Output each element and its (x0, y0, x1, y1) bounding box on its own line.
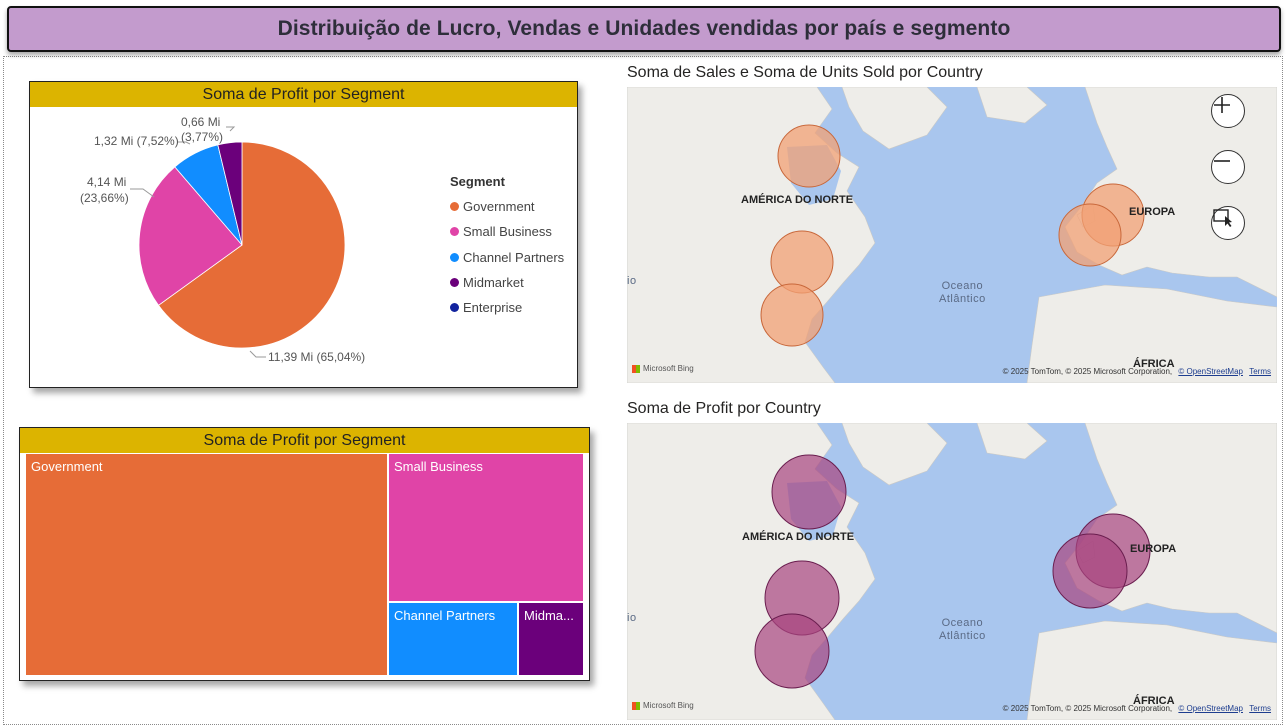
label-edge-text: io (627, 612, 637, 624)
treemap-area: Government Small Business Channel Partne… (26, 454, 583, 675)
map1-basemap (627, 87, 1277, 383)
terms-link[interactable]: Terms (1249, 367, 1271, 376)
treemap-tile-midmarket[interactable]: Midma... (519, 603, 583, 675)
legend-item-midmarket[interactable]: Midmarket (450, 270, 564, 295)
copyright-text: © 2025 TomTom, © 2025 Microsoft Corporat… (1002, 367, 1173, 376)
legend-item-small-business[interactable]: Small Business (450, 219, 564, 244)
legend-dot-midmarket (450, 278, 459, 288)
treemap-tile-small-business[interactable]: Small Business (389, 454, 583, 601)
legend-label: Channel Partners (463, 249, 565, 265)
label-africa: ÁFRICA (1133, 358, 1175, 370)
report-title-bar: Distribuição de Lucro, Vendas e Unidades… (7, 6, 1281, 52)
label-north-america: AMÉRICA DO NORTE (742, 531, 855, 543)
label-europe: EUROPA (1129, 206, 1176, 218)
map-bubble-mexico[interactable] (754, 613, 830, 689)
plus-icon (1214, 97, 1230, 113)
map1-title: Soma de Sales e Soma de Units Sold por C… (627, 64, 983, 81)
map-copyright: © 2025 TomTom, © 2025 Microsoft Corporat… (1003, 704, 1271, 713)
legend-dot-government (450, 202, 459, 212)
minus-icon (1214, 160, 1230, 162)
treemap-visual[interactable]: Soma de Profit por Segment Government Sm… (19, 427, 590, 681)
ocean-line-2: Atlântico (939, 293, 986, 305)
ocean-line-1: Oceano (941, 280, 984, 292)
pie-chart-title: Soma de Profit por Segment (30, 82, 577, 107)
legend-label: Small Business (463, 224, 552, 240)
map2-title: Soma de Profit por Country (627, 400, 821, 417)
treemap-tile-channel-partners[interactable]: Channel Partners (389, 603, 517, 675)
label-europe: EUROPA (1130, 543, 1177, 555)
map-bubble-mexico[interactable] (760, 283, 824, 347)
legend-item-enterprise[interactable]: Enterprise (450, 295, 564, 320)
pie-chart-canvas: 11,39 Mi (65,04%) 4,14 Mi (23,66%) 1,32 … (80, 115, 365, 364)
legend-label: Government (463, 199, 535, 215)
legend-dot-small-business (450, 227, 459, 237)
leader-line-channel-partners (177, 141, 191, 145)
bing-text: Microsoft Bing (643, 364, 694, 373)
profit-map[interactable]: AMÉRICA DO NORTE EUROPA ÁFRICA Oceano At… (627, 423, 1277, 720)
legend-item-government[interactable]: Government (450, 194, 564, 219)
microsoft-logo-icon (632, 701, 640, 710)
pie-label-small-business-percent: (23,66%) (80, 191, 129, 205)
label-atlantic-ocean: Oceano Atlântico (939, 617, 986, 643)
map-bubble-canada[interactable] (777, 124, 841, 188)
tile-label: Midma... (524, 608, 574, 623)
leader-line-small-business (130, 188, 155, 198)
label-atlantic-ocean: Oceano Atlântico (939, 280, 986, 306)
label-africa: ÁFRICA (1133, 695, 1175, 707)
copyright-text: © 2025 TomTom, © 2025 Microsoft Corporat… (1002, 704, 1173, 713)
label-north-america: AMÉRICA DO NORTE (741, 194, 854, 206)
leader-line-government (249, 350, 266, 358)
ocean-line-1: Oceano (941, 617, 984, 629)
legend-label: Midmarket (463, 275, 524, 291)
legend-label: Enterprise (463, 300, 523, 316)
osm-link[interactable]: © OpenStreetMap (1178, 704, 1243, 713)
pie-chart-visual[interactable]: Soma de Profit por Segment 11,39 Mi (65,… (29, 81, 578, 388)
sales-units-map[interactable]: AMÉRICA DO NORTE EUROPA ÁFRICA Oceano At… (627, 87, 1277, 383)
bing-text: Microsoft Bing (643, 701, 694, 710)
bing-logo: Microsoft Bing (632, 364, 694, 373)
tile-label: Channel Partners (394, 608, 496, 623)
tile-label: Government (31, 459, 103, 474)
pie-label-midmarket-percent: (3,77%) (181, 130, 223, 144)
bing-logo: Microsoft Bing (632, 701, 694, 710)
terms-link[interactable]: Terms (1249, 704, 1271, 713)
map-copyright: © 2025 TomTom, © 2025 Microsoft Corporat… (1003, 367, 1271, 376)
treemap-tile-government[interactable]: Government (26, 454, 387, 675)
report-title: Distribuição de Lucro, Vendas e Unidades… (277, 17, 1011, 40)
pie-label-channel-partners: 1,32 Mi (7,52%) (94, 134, 179, 148)
legend-title: Segment (450, 174, 505, 189)
map-bubble-france[interactable] (1058, 203, 1122, 267)
lasso-select-icon (1213, 209, 1232, 227)
legend-dot-enterprise (450, 303, 459, 313)
pie-label-small-business-value: 4,14 Mi (87, 175, 126, 189)
legend-item-channel-partners[interactable]: Channel Partners (450, 245, 564, 270)
pie-slice-government[interactable] (157, 141, 346, 349)
microsoft-logo-icon (632, 364, 640, 373)
zoom-in-button[interactable] (1211, 94, 1245, 128)
map2-basemap (627, 423, 1277, 720)
legend-dot-channel-partners (450, 252, 459, 262)
lasso-select-button[interactable] (1211, 206, 1245, 240)
treemap-title: Soma de Profit por Segment (20, 428, 589, 453)
pie-slice-small-business[interactable] (138, 166, 243, 306)
leader-line-midmarket (226, 126, 236, 132)
pie-legend: Segment Government Small Business Channe… (450, 174, 564, 320)
osm-link[interactable]: © OpenStreetMap (1178, 367, 1243, 376)
label-edge-text: io (627, 275, 637, 287)
ocean-line-2: Atlântico (939, 630, 986, 642)
map-bubble-canada[interactable] (771, 454, 847, 530)
map-bubble-france[interactable] (1052, 533, 1128, 609)
pie-label-midmarket-value: 0,66 Mi (181, 115, 220, 129)
tile-label: Small Business (394, 459, 483, 474)
pie-slice-midmarket[interactable] (217, 141, 243, 246)
pie-label-government: 11,39 Mi (65,04%) (268, 350, 365, 364)
map-bubble-united-states[interactable] (770, 230, 834, 294)
zoom-out-button[interactable] (1211, 150, 1245, 184)
